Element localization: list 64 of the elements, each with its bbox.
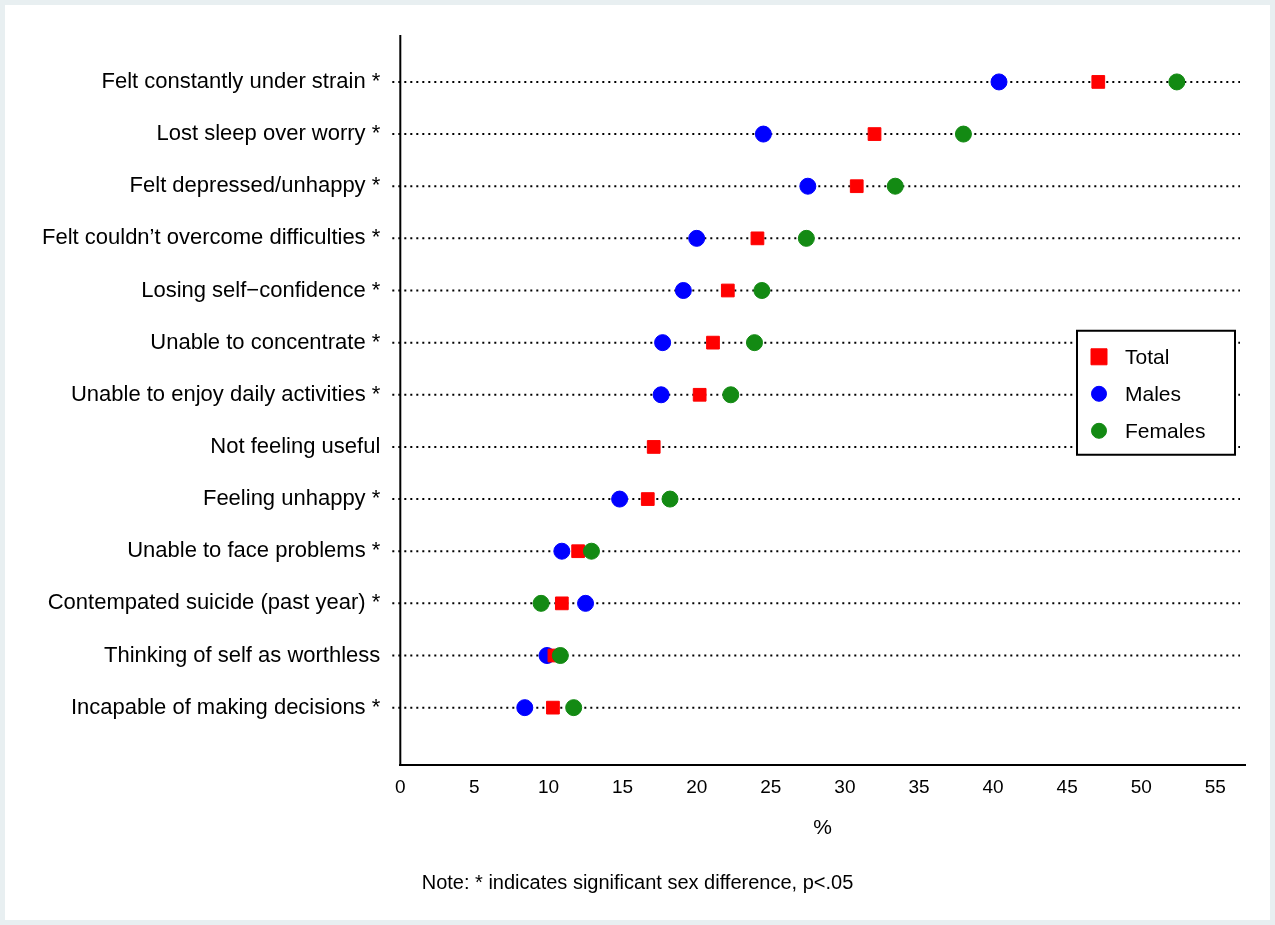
point bbox=[582, 542, 600, 560]
y-tick-label: Incapable of making decisions * bbox=[70, 693, 381, 719]
point bbox=[640, 492, 655, 506]
x-tick-label: 15 bbox=[612, 775, 634, 797]
x-tick-label: 45 bbox=[1056, 775, 1078, 797]
y-tick-label: Contempated suicide (past year) * bbox=[47, 589, 381, 615]
point bbox=[532, 594, 550, 612]
y-tick-label: Not feeling useful bbox=[210, 432, 381, 458]
x-tick-label: 50 bbox=[1130, 775, 1152, 797]
point bbox=[754, 125, 772, 143]
x-tick-label: 0 bbox=[395, 775, 406, 797]
point bbox=[722, 386, 740, 404]
point bbox=[565, 699, 583, 717]
x-tick-label: 40 bbox=[982, 775, 1004, 797]
point bbox=[745, 334, 763, 352]
x-tick-label: 35 bbox=[908, 775, 930, 797]
y-tick-label: Thinking of self as worthless bbox=[103, 641, 381, 667]
point bbox=[706, 335, 720, 350]
legend-label: Males bbox=[1125, 381, 1182, 405]
y-tick-label: Losing self−confidence * bbox=[141, 276, 381, 302]
point bbox=[692, 387, 707, 402]
point bbox=[849, 179, 864, 194]
point bbox=[553, 542, 571, 560]
point bbox=[990, 73, 1008, 91]
y-tick-label: Felt constantly under strain * bbox=[101, 67, 381, 93]
point bbox=[886, 177, 904, 195]
point bbox=[797, 229, 815, 247]
point bbox=[516, 699, 534, 717]
point bbox=[720, 283, 735, 298]
point bbox=[753, 282, 771, 299]
point bbox=[577, 594, 595, 612]
point bbox=[688, 229, 706, 247]
y-tick-label: Unable to enjoy daily activities * bbox=[70, 380, 381, 406]
point bbox=[1168, 73, 1186, 91]
point bbox=[546, 700, 560, 715]
y-tick-label: Unable to concentrate * bbox=[150, 328, 381, 354]
y-tick-label: Felt depressed/unhappy * bbox=[129, 172, 381, 198]
x-tick-label: 20 bbox=[686, 775, 708, 797]
y-tick-label: Feeling unhappy * bbox=[202, 485, 381, 511]
legend-label: Females bbox=[1125, 418, 1206, 442]
x-axis-title: % bbox=[813, 815, 832, 839]
y-tick-label: Felt couldn’t overcome difficulties * bbox=[41, 224, 381, 250]
y-tick-label: Lost sleep over worry * bbox=[156, 120, 381, 146]
point bbox=[554, 596, 569, 611]
point bbox=[551, 647, 569, 664]
point bbox=[611, 490, 629, 508]
x-tick-label: 25 bbox=[760, 775, 782, 797]
point bbox=[1091, 75, 1106, 89]
point bbox=[867, 127, 882, 141]
x-tick-label: 55 bbox=[1204, 775, 1226, 797]
point bbox=[750, 231, 765, 246]
text: Note: * indicates significant sex difference, p<.05 bbox=[421, 870, 854, 893]
x-tick-label: 10 bbox=[537, 775, 560, 797]
point bbox=[646, 440, 661, 454]
point bbox=[799, 177, 817, 195]
point bbox=[661, 490, 679, 508]
y-tick-label: Unable to face problems * bbox=[127, 537, 381, 563]
x-tick-label: 5 bbox=[469, 775, 480, 797]
point bbox=[652, 386, 670, 404]
point bbox=[674, 282, 692, 299]
point bbox=[954, 125, 972, 143]
legend-label: Total bbox=[1125, 344, 1170, 368]
x-tick-label: 30 bbox=[834, 775, 856, 797]
point bbox=[654, 334, 672, 352]
